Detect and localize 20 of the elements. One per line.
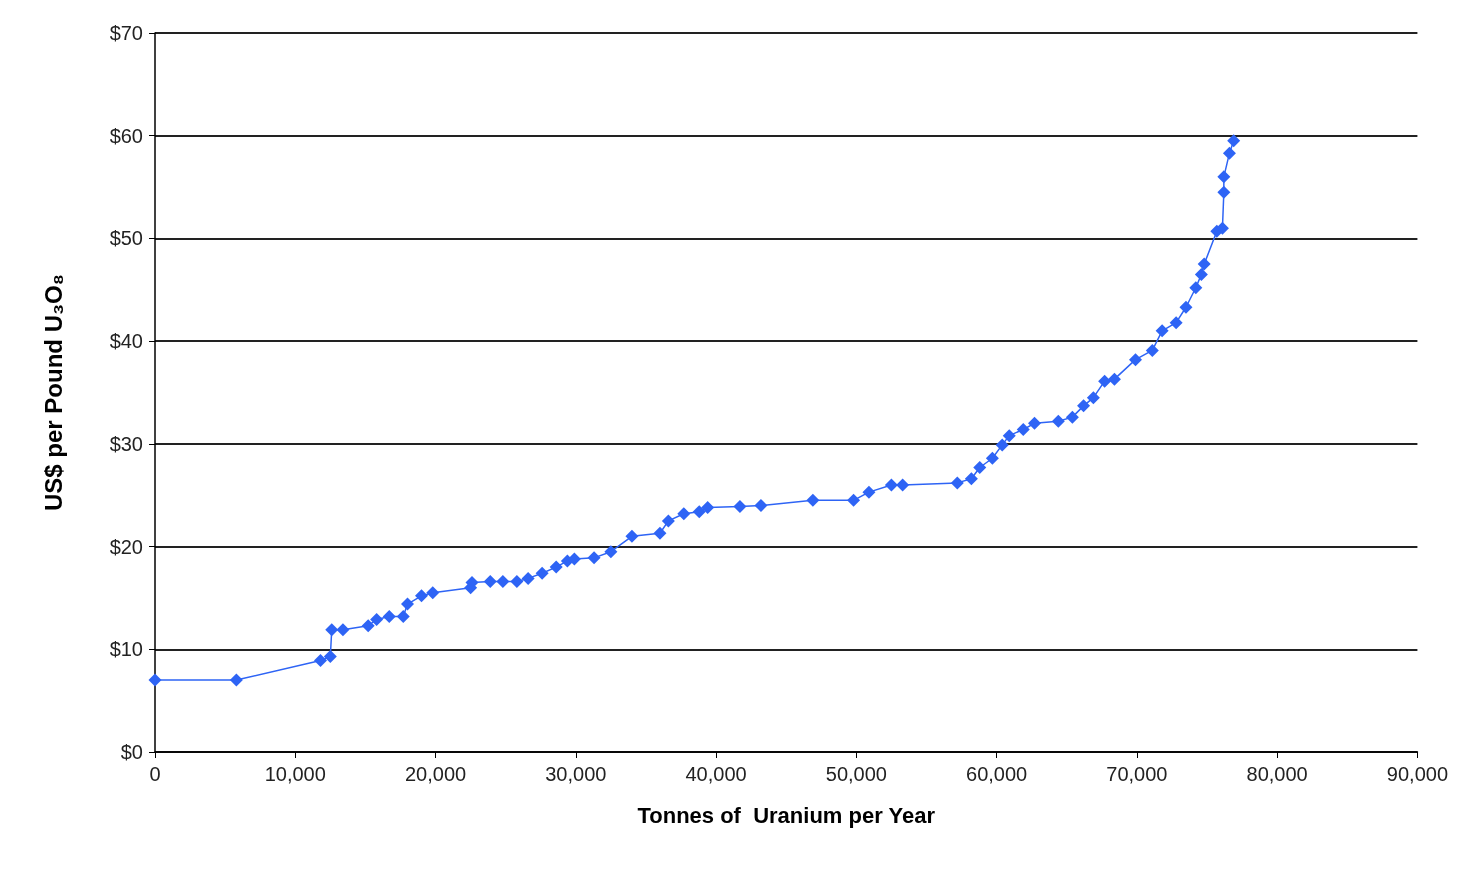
y-tick-label: $40 [109,330,143,353]
y-tick-label: $0 [120,741,143,763]
x-tick-label: 0 [149,763,161,785]
x-tick-label: 80,000 [1246,763,1308,785]
x-axis-title: Tonnes of Uranium per Year [637,802,936,828]
y-tick-label: $30 [109,432,143,455]
x-tick-label: 40,000 [685,763,747,785]
x-tick-label: 70,000 [1106,763,1168,785]
y-tick-label: $50 [109,227,143,250]
y-tick-label: $60 [109,124,143,147]
x-tick-label: 10,000 [264,763,326,785]
y-tick-label: $70 [109,22,143,44]
x-tick-label: 60,000 [966,763,1028,785]
x-tick-label: 90,000 [1386,763,1448,785]
x-tick-label: 20,000 [404,763,467,785]
x-tick-label: 30,000 [545,763,607,785]
y-axis-title: US$ per Pound U₃O₈ [39,273,67,512]
y-tick-label: $20 [109,535,143,558]
x-tick-label: 50,000 [825,763,887,785]
y-tick-label: $10 [109,638,143,661]
